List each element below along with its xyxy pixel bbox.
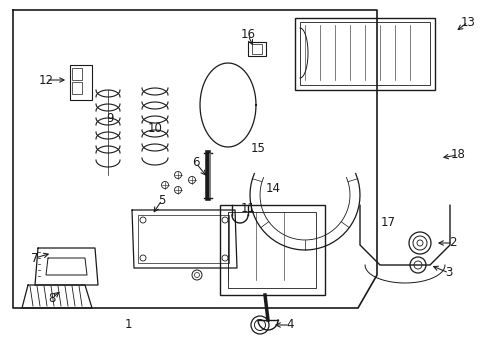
Text: 5: 5 [158,194,165,207]
Bar [72,82,82,94]
Text: 11: 11 [240,202,255,215]
Text: 14: 14 [265,181,280,194]
Text: 18: 18 [449,148,465,162]
Bar [220,205,325,295]
Text: 16: 16 [240,28,255,41]
Text: 1: 1 [124,319,131,332]
Text: 8: 8 [48,292,56,305]
Bar [247,42,265,56]
Text: 12: 12 [39,73,53,86]
Text: 6: 6 [192,157,199,170]
Text: 10: 10 [147,122,162,135]
Text: 4: 4 [285,319,293,332]
Bar [70,65,92,100]
Bar [227,212,315,288]
Bar [251,44,262,54]
Text: 2: 2 [448,237,456,249]
Bar [294,18,434,90]
Text: 15: 15 [250,141,265,154]
Text: 9: 9 [106,112,114,125]
Bar [72,68,82,80]
Text: 3: 3 [445,266,452,279]
Text: 7: 7 [31,252,39,265]
Text: 13: 13 [460,15,474,28]
Bar [299,22,429,85]
Text: 17: 17 [380,216,395,229]
Bar [138,215,228,263]
